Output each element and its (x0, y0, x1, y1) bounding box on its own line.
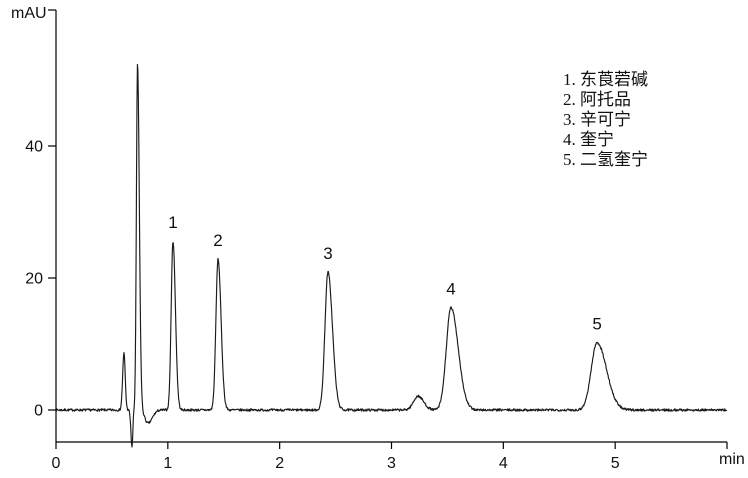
peak-label-1: 1 (168, 213, 177, 232)
x-tick-label: 5 (611, 455, 620, 472)
legend-item-2: 2. 阿托品 (563, 90, 631, 109)
y-tick-label: 20 (25, 271, 43, 288)
legend-item-4: 4. 奎宁 (563, 130, 614, 149)
legend-item-5: 5. 二氢奎宁 (563, 150, 648, 169)
chromatogram-trace (55, 63, 728, 448)
peak-label-5: 5 (592, 315, 601, 334)
legend-item-3: 3. 辛可宁 (563, 110, 631, 129)
x-tick-label: 1 (163, 455, 172, 472)
peak-legend: 1. 东莨菪碱 2. 阿托品 3. 辛可宁 4. 奎宁 5. 二氢奎宁 (563, 70, 648, 170)
peak-label-3: 3 (323, 244, 332, 263)
y-axis-unit-label: mAU (11, 5, 47, 22)
x-axis-unit-label: min (719, 451, 745, 468)
x-tick-label: 3 (387, 455, 396, 472)
x-tick-label: 0 (52, 455, 61, 472)
peak-label-2: 2 (213, 231, 222, 250)
y-tick-label: 40 (25, 139, 43, 156)
x-tick-label: 4 (499, 455, 508, 472)
x-tick-label: 2 (275, 455, 284, 472)
peak-label-4: 4 (446, 280, 455, 299)
y-tick-label: 0 (34, 403, 43, 420)
legend-item-1: 1. 东莨菪碱 (563, 70, 648, 89)
